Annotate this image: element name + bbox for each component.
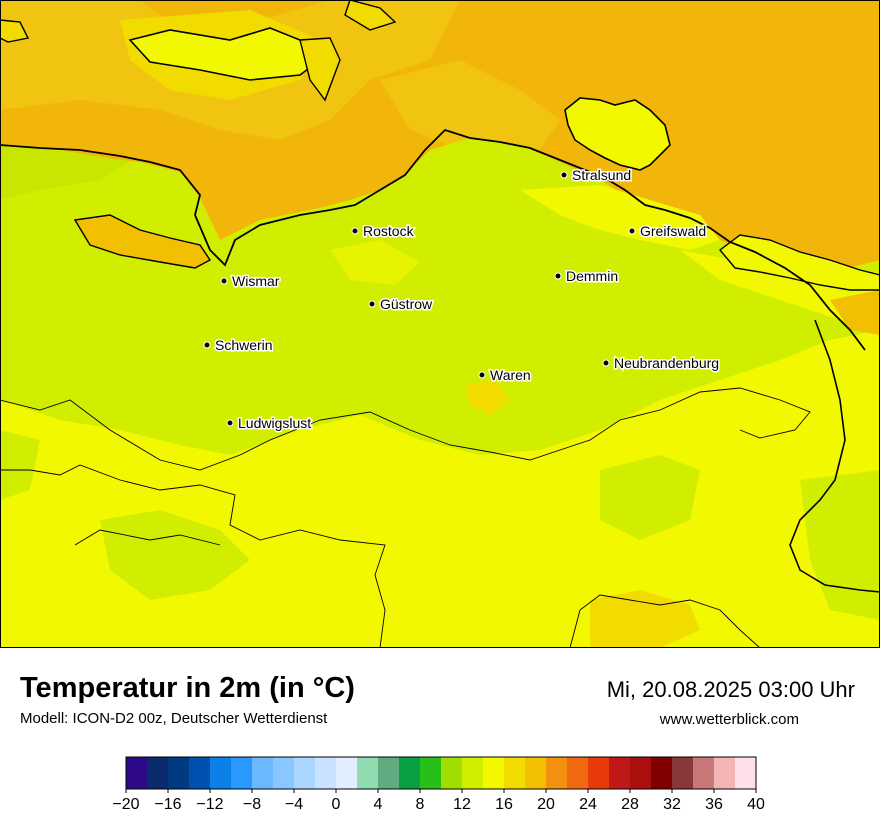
city-dot [220, 277, 228, 285]
city-label: Güstrow [380, 296, 433, 312]
colorbar-segment [588, 757, 610, 789]
forecast-datetime: Mi, 20.08.2025 03:00 Uhr [606, 677, 855, 702]
city-label: Rostock [363, 223, 415, 239]
city-label: Waren [490, 367, 531, 383]
island-southeast [718, 234, 880, 291]
city-markers: Stralsund Rostock Greifswald Wismar Demmin Gü… [203, 166, 721, 433]
colorbar-segment [378, 757, 400, 789]
land-warm-patch-1 [520, 185, 720, 250]
city-label: Ludwigslust [238, 415, 311, 431]
sea-band-3 [380, 60, 560, 150]
city-dot [560, 171, 568, 179]
colorbar-tick-label: −20 [112, 796, 139, 813]
city-dot [602, 359, 610, 367]
land-patch-east [830, 290, 880, 335]
colorbar-segment [735, 757, 757, 789]
bay-outline [73, 214, 212, 269]
colorbar-segment [693, 757, 715, 789]
city-dot [203, 341, 211, 349]
colorbar-tick-label: 40 [747, 796, 765, 813]
colorbar-segment [399, 757, 421, 789]
colorbar-segment [147, 757, 169, 789]
city-dot [628, 227, 636, 235]
state-border [0, 387, 811, 471]
city-label: Wismar [232, 273, 280, 289]
colorbar-tick-label: 4 [374, 796, 383, 813]
city-label: Neubrandenburg [614, 355, 719, 371]
colorbar-segment [483, 757, 505, 789]
land-green-south [0, 430, 40, 500]
land-patch-waren [465, 380, 510, 415]
island-north-4 [299, 37, 341, 102]
model-subtitle: Modell: ICON-D2 00z, Deutscher Wetterdie… [20, 710, 328, 727]
colorbar-tick-label: 12 [453, 796, 471, 813]
colorbar-tick-label: 0 [332, 796, 341, 813]
city-dot [554, 272, 562, 280]
city-label: Stralsund [572, 167, 631, 183]
colorbar-tick-label: −8 [243, 796, 261, 813]
land-patch-south [590, 590, 700, 648]
colorbar-tick-label: −4 [285, 796, 303, 813]
colorbar-tick-label: 8 [416, 796, 425, 813]
land-warm-patch-3 [330, 240, 420, 285]
colorbar-segment [273, 757, 295, 789]
colorbar-segment [651, 757, 673, 789]
colorbar-segment [210, 757, 232, 789]
colorbar-segment [336, 757, 358, 789]
city-dot [226, 419, 234, 427]
colorbar-segment [420, 757, 442, 789]
colorbar-segment [462, 757, 484, 789]
colorbar-segment [672, 757, 694, 789]
colorbar-tick-label: 32 [663, 796, 681, 813]
colorbar-segment [189, 757, 211, 789]
colorbar-segment [525, 757, 547, 789]
colorbar-tick-label: −12 [196, 796, 223, 813]
colorbar-segment [126, 757, 148, 789]
temperature-map: Stralsund Rostock Greifswald Wismar Demmin Gü… [0, 0, 880, 648]
state-border-south-3 [569, 594, 761, 648]
temperature-colorbar: −20 −16 −12 −8 −4 0 4 8 12 16 20 24 28 32 36 40 [112, 756, 765, 813]
colorbar-tick-label: 36 [705, 796, 723, 813]
city-label: Greifswald [640, 223, 706, 239]
state-border-south [0, 464, 386, 648]
island-north-2 [0, 19, 30, 43]
city-dot [368, 300, 376, 308]
land-fringe [0, 145, 130, 200]
colorbar-segment [609, 757, 631, 789]
colorbar-tick-label: 24 [579, 796, 597, 813]
colorbar-segment [231, 757, 253, 789]
colorbar-segment [294, 757, 316, 789]
colorbar-segment [357, 757, 379, 789]
colorbar-tick-label: −16 [154, 796, 181, 813]
colorbar-tick-label: 16 [495, 796, 513, 813]
colorbar-segment [168, 757, 190, 789]
coastline [0, 128, 866, 351]
colorbar-segment [315, 757, 337, 789]
city-dot [478, 371, 486, 379]
website-link[interactable]: www.wetterblick.com [659, 711, 799, 728]
colorbar-segment [504, 757, 526, 789]
land-green-south-2 [100, 510, 250, 600]
colorbar-segment [567, 757, 589, 789]
land-green-south-3 [600, 455, 700, 540]
state-border-south-2 [74, 529, 221, 546]
colorbar-segment [630, 757, 652, 789]
map-title: Temperatur in 2m (in °C) [20, 672, 355, 704]
colorbar-segment [252, 757, 274, 789]
colorbar-frame [125, 756, 757, 790]
city-dot [351, 227, 359, 235]
colorbar-segment [546, 757, 568, 789]
colorbar-tick-label: 28 [621, 796, 639, 813]
colorbar-segment [441, 757, 463, 789]
colorbar-tick-label: 20 [537, 796, 555, 813]
colorbar-segment [714, 757, 736, 789]
city-label: Demmin [566, 268, 618, 284]
island-east [564, 97, 671, 171]
island-north-3 [344, 0, 397, 31]
city-label: Schwerin [215, 337, 273, 353]
east-border [789, 319, 880, 593]
